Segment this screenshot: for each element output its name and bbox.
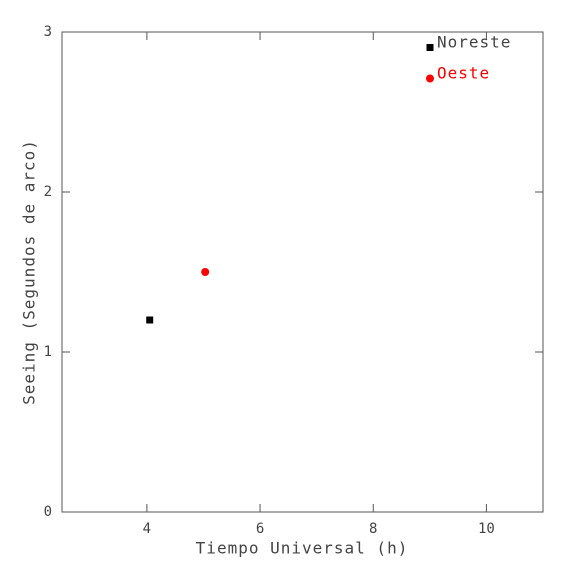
- x-tick-label: 10: [478, 521, 495, 537]
- y-tick-label: 0: [44, 504, 52, 520]
- x-tick-label: 8: [369, 521, 377, 537]
- y-tick-label: 1: [44, 344, 52, 360]
- x-tick-label: 6: [256, 521, 264, 537]
- legend-text: Oeste: [437, 64, 490, 83]
- x-tick-label: 4: [143, 521, 151, 537]
- point: [146, 316, 154, 324]
- legend-text: Noreste: [437, 33, 511, 52]
- y-axis-label: Seeing (Segundos de arco): [20, 139, 39, 405]
- y-tick-label: 2: [44, 184, 52, 200]
- x-axis-label: Tiempo Universal (h): [196, 539, 409, 558]
- point: [201, 268, 210, 276]
- plot-frame: [61, 31, 544, 513]
- y-tick-label: 3: [44, 24, 52, 40]
- legend-marker: [426, 74, 434, 83]
- legend-marker: [426, 44, 434, 51]
